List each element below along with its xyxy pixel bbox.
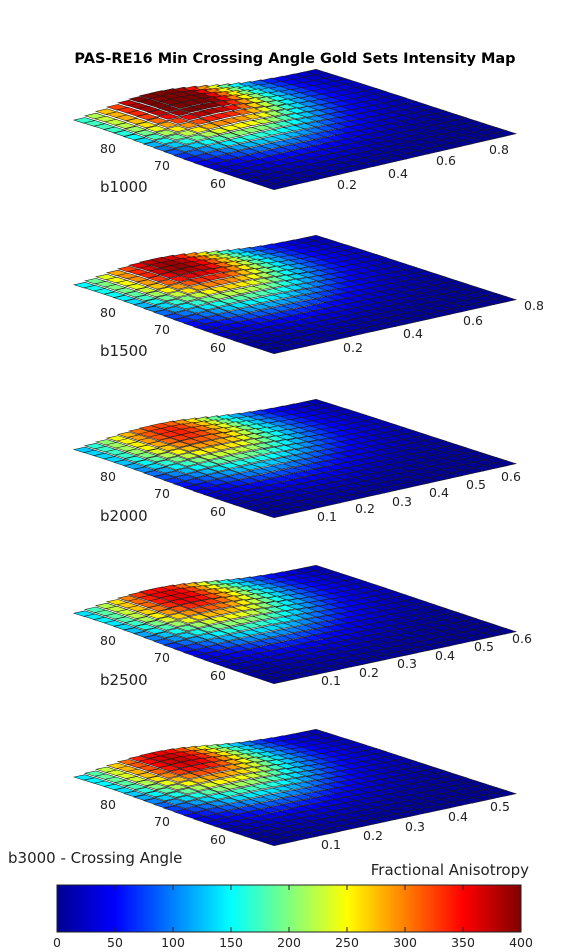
- fa-tick-label: 0.3: [397, 656, 417, 671]
- surface-panel-0: 80 70 60 0.2 0.4 0.6 0.8 b1000: [74, 69, 516, 196]
- angle-tick-label: 70: [154, 158, 170, 173]
- fa-tick-label: 0.3: [405, 819, 425, 834]
- angle-tick-label: 60: [210, 340, 226, 355]
- angle-tick-label: 60: [210, 668, 226, 683]
- colorbar-tick-label: 400: [509, 935, 533, 950]
- colorbar-tick-label: 200: [277, 935, 301, 950]
- angle-tick-label: 70: [154, 322, 170, 337]
- angle-tick-label: 80: [100, 305, 116, 320]
- fa-tick-label: 0.4: [448, 809, 468, 824]
- fa-tick-label: 0.1: [321, 673, 341, 688]
- fa-tick-label: 0.2: [363, 828, 383, 843]
- fa-tick-label: 0.4: [403, 326, 423, 341]
- surface-panel-4: 80 70 60 0.1 0.2 0.3 0.4 0.5 b3000 - Crossing An…: [8, 729, 516, 867]
- angle-tick-label: 80: [100, 633, 116, 648]
- surface-panel-3: 80 70 60 0.1 0.2 0.3 0.4 0.5 0.6 b2500: [74, 565, 532, 689]
- angle-tick-label: 80: [100, 797, 116, 812]
- panel-label: b3000 - Crossing Angle: [8, 849, 182, 867]
- panel-label: b2500: [100, 671, 148, 689]
- fa-tick-label: 0.4: [435, 648, 455, 663]
- colorbar-tick-label: 0: [53, 935, 61, 950]
- fa-tick-label: 0.6: [463, 313, 483, 328]
- fa-tick-label: 0.5: [466, 477, 486, 492]
- angle-tick-label: 70: [154, 486, 170, 501]
- surface-panel-1: 80 70 60 0.2 0.4 0.6 0.8 b1500: [74, 235, 544, 360]
- angle-tick-label: 80: [100, 141, 116, 156]
- fa-tick-label: 0.1: [321, 837, 341, 852]
- fa-tick-label: 0.2: [359, 665, 379, 680]
- angle-tick-label: 80: [100, 469, 116, 484]
- colorbar-tick-label: 150: [219, 935, 243, 950]
- colorbar-tick-label: 300: [393, 935, 417, 950]
- fa-axis-label: Fractional Anisotropy: [371, 861, 529, 879]
- fa-tick-label: 0.4: [388, 166, 408, 181]
- angle-tick-label: 60: [210, 176, 226, 191]
- fa-tick-label: 0.4: [429, 485, 449, 500]
- fa-tick-label: 0.6: [512, 631, 532, 646]
- fa-tick-label: 0.2: [337, 177, 357, 192]
- chart-title: PAS-RE16 Min Crossing Angle Gold Sets In…: [74, 51, 515, 67]
- surface-panel-2: 80 70 60 0.1 0.2 0.3 0.4 0.5 0.6 b2000: [74, 399, 521, 525]
- panel-label: b2000: [100, 507, 148, 525]
- panel-label: b1000: [100, 178, 148, 196]
- angle-tick-label: 60: [210, 832, 226, 847]
- panel-label: b1500: [100, 342, 148, 360]
- colorbar-tick-label: 350: [451, 935, 475, 950]
- colorbar-tick-label: 100: [161, 935, 185, 950]
- fa-tick-label: 0.1: [317, 509, 337, 524]
- fa-tick-label: 0.3: [392, 494, 412, 509]
- fa-tick-label: 0.6: [436, 153, 456, 168]
- fa-tick-label: 0.8: [524, 298, 544, 313]
- surface-panels: 80 70 60 0.2 0.4 0.6 0.8 b1000 80 70 60 0.2 0.4 0.6 0.…: [8, 69, 544, 867]
- fa-tick-label: 0.2: [355, 501, 375, 516]
- colorbar-tick-label: 250: [335, 935, 359, 950]
- fa-tick-label: 0.8: [489, 142, 509, 157]
- fa-tick-label: 0.6: [501, 469, 521, 484]
- fa-tick-label: 0.5: [474, 639, 494, 654]
- colorbar: [57, 885, 521, 932]
- angle-tick-label: 70: [154, 650, 170, 665]
- fa-tick-label: 0.5: [490, 799, 510, 814]
- angle-tick-label: 70: [154, 814, 170, 829]
- colorbar-tick-label: 50: [107, 935, 123, 950]
- fa-tick-label: 0.2: [343, 340, 363, 355]
- angle-tick-label: 60: [210, 504, 226, 519]
